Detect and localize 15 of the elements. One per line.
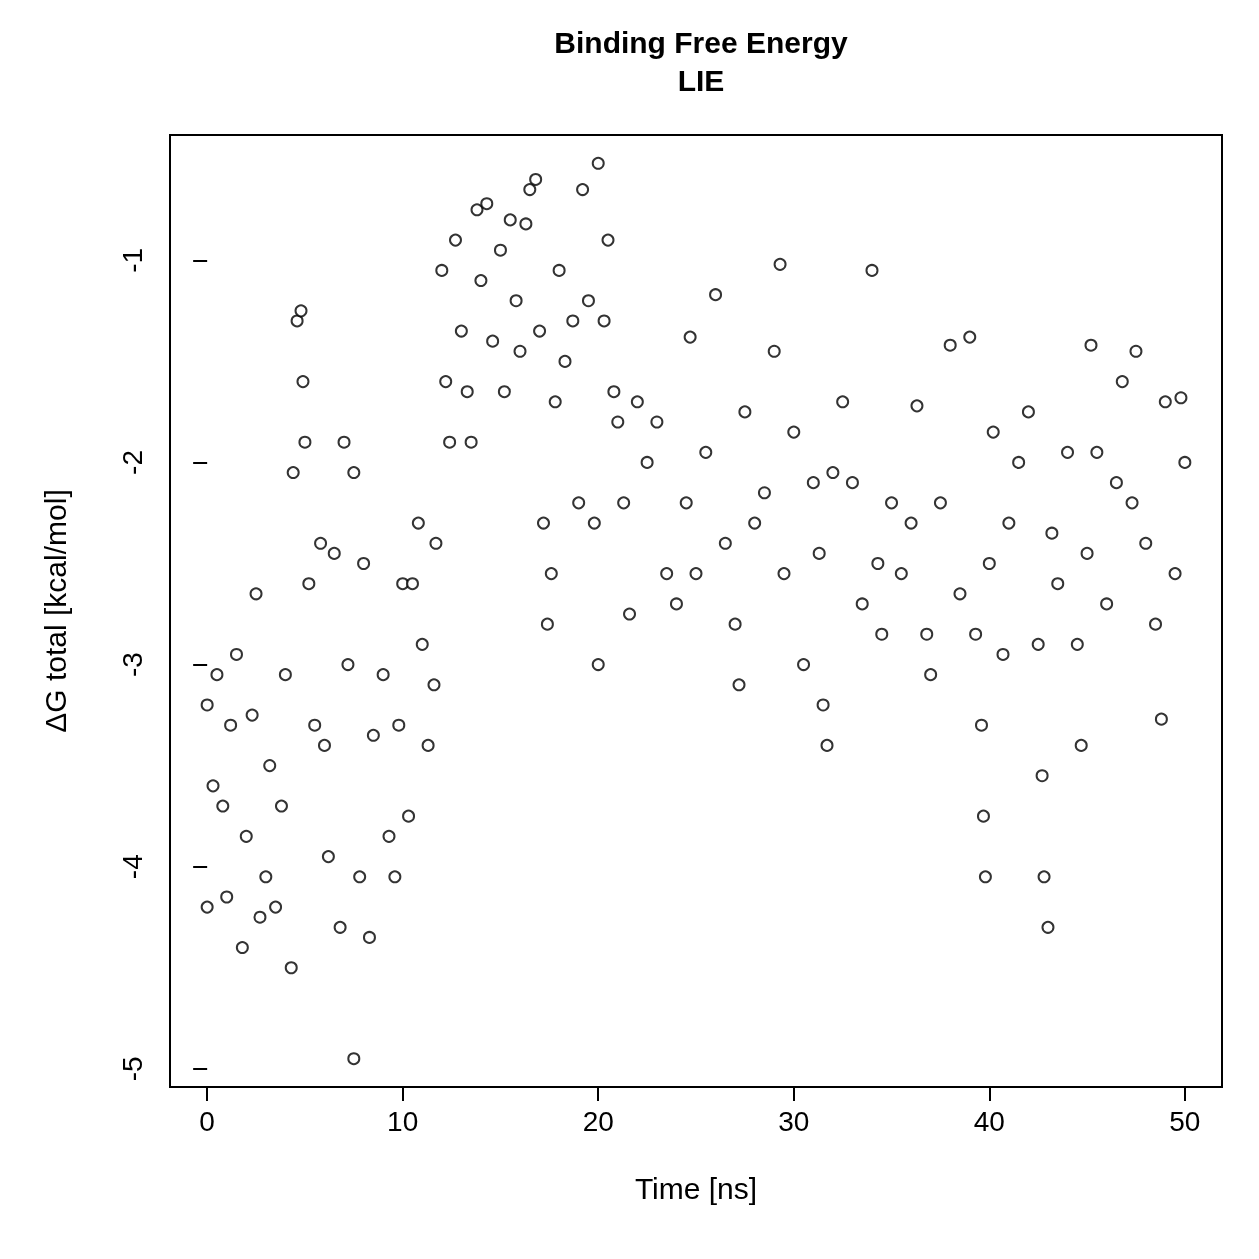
y-tick-label: -3 [116,652,148,678]
chart-subtitle: LIE [677,63,725,97]
x-tick-label: 10 [387,1105,419,1137]
x-tick-label: 20 [582,1105,614,1137]
y-tick-label: -2 [116,449,148,475]
x-axis-title: Time [ns] [634,1171,758,1205]
y-tick-label: -1 [116,247,148,273]
x-tick-label: 40 [973,1105,1005,1137]
y-tick-label: -5 [116,1056,148,1082]
y-tick-label: -4 [116,854,148,880]
y-axis-title: ΔG total [kcal/mol] [38,489,72,733]
x-tick-label: 30 [778,1105,810,1137]
chart-title: Binding Free Energy [554,25,848,59]
x-tick-label: 0 [199,1105,215,1137]
x-tick-label: 50 [1169,1105,1201,1137]
